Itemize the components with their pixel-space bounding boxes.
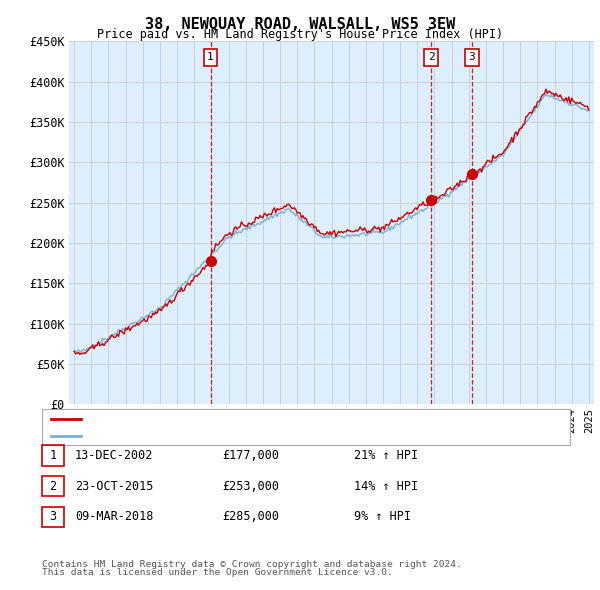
Text: 38, NEWQUAY ROAD, WALSALL, WS5 3EW (detached house): 38, NEWQUAY ROAD, WALSALL, WS5 3EW (deta… [87, 414, 431, 424]
Text: Price paid vs. HM Land Registry's House Price Index (HPI): Price paid vs. HM Land Registry's House … [97, 28, 503, 41]
Text: 2: 2 [50, 480, 56, 493]
Text: 1: 1 [207, 53, 214, 63]
Text: £253,000: £253,000 [222, 480, 279, 493]
Text: 14% ↑ HPI: 14% ↑ HPI [354, 480, 418, 493]
Text: £177,000: £177,000 [222, 449, 279, 462]
Text: 1: 1 [50, 449, 56, 462]
Text: 9% ↑ HPI: 9% ↑ HPI [354, 510, 411, 523]
Text: 38, NEWQUAY ROAD, WALSALL, WS5 3EW: 38, NEWQUAY ROAD, WALSALL, WS5 3EW [145, 17, 455, 31]
Text: 21% ↑ HPI: 21% ↑ HPI [354, 449, 418, 462]
Text: Contains HM Land Registry data © Crown copyright and database right 2024.: Contains HM Land Registry data © Crown c… [42, 560, 462, 569]
Text: 3: 3 [50, 510, 56, 523]
Text: 2: 2 [428, 53, 434, 63]
Text: 13-DEC-2002: 13-DEC-2002 [75, 449, 154, 462]
Text: 23-OCT-2015: 23-OCT-2015 [75, 480, 154, 493]
Text: 3: 3 [469, 53, 475, 63]
Text: 09-MAR-2018: 09-MAR-2018 [75, 510, 154, 523]
Text: This data is licensed under the Open Government Licence v3.0.: This data is licensed under the Open Gov… [42, 568, 393, 577]
Text: £285,000: £285,000 [222, 510, 279, 523]
Text: HPI: Average price, detached house, Walsall: HPI: Average price, detached house, Wals… [87, 431, 377, 441]
